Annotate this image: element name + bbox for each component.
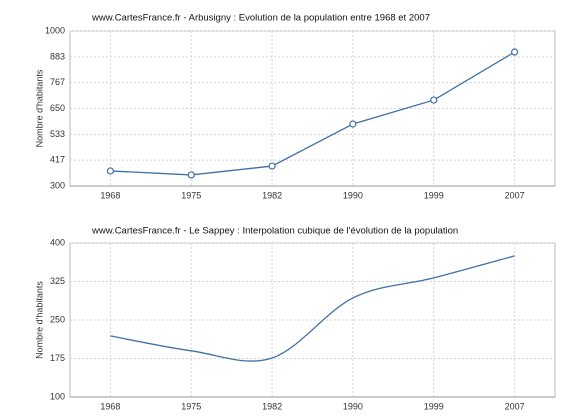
x-tick-label: 1975 [181, 190, 201, 200]
y-tick-label: 1000 [45, 25, 65, 35]
y-tick-label: 533 [50, 129, 65, 139]
x-tick-label: 1968 [100, 401, 120, 411]
y-tick-label: 650 [50, 103, 65, 113]
y-axis-label: Nombre d'habitants [34, 69, 44, 147]
y-tick-label: 325 [50, 276, 65, 286]
x-tick-label: 1999 [424, 401, 444, 411]
x-tick-label: 1982 [262, 401, 282, 411]
y-tick-label: 250 [50, 314, 65, 324]
data-point [106, 167, 115, 175]
y-tick-label: 300 [50, 180, 65, 190]
y-tick-label: 175 [50, 353, 65, 363]
x-tick-label: 2007 [505, 190, 525, 200]
data-point [268, 162, 276, 170]
x-tick-label: 1982 [262, 190, 282, 200]
data-point [510, 48, 519, 56]
x-tick-label: 1990 [343, 190, 363, 200]
y-tick-label: 767 [50, 77, 65, 87]
x-tick-label: 1990 [343, 401, 363, 411]
chart-title: www.CartesFrance.fr - Arbusigny : Evolut… [91, 13, 430, 24]
data-point [430, 96, 438, 104]
x-tick-label: 1999 [424, 190, 444, 200]
y-axis-label: Nombre d'habitants [34, 281, 44, 359]
data-line [110, 255, 515, 362]
data-point [187, 171, 195, 179]
x-tick-label: 2007 [505, 401, 525, 411]
x-tick-label: 1975 [181, 401, 201, 411]
y-tick-label: 400 [50, 237, 65, 247]
y-tick-label: 883 [50, 51, 65, 61]
y-tick-label: 100 [50, 391, 65, 401]
x-tick-label: 1968 [100, 190, 120, 200]
chart-title: www.CartesFrance.fr - Le Sappey : Interp… [91, 226, 458, 237]
data-point [349, 120, 357, 128]
data-line [110, 51, 515, 176]
y-tick-label: 417 [50, 154, 65, 164]
